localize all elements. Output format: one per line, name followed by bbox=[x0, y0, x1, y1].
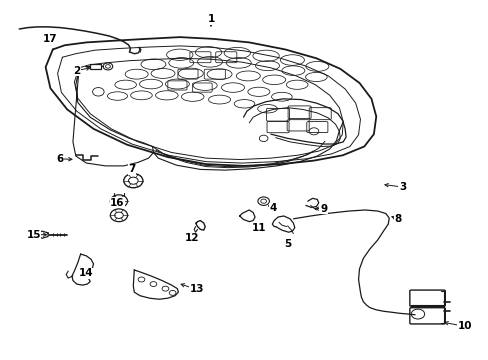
Text: 15: 15 bbox=[26, 230, 41, 240]
Text: 11: 11 bbox=[251, 222, 265, 233]
Text: 17: 17 bbox=[43, 34, 58, 44]
Text: 5: 5 bbox=[284, 239, 291, 248]
Text: 1: 1 bbox=[207, 14, 214, 24]
Text: 8: 8 bbox=[393, 214, 401, 224]
Text: 2: 2 bbox=[73, 66, 80, 76]
Text: 14: 14 bbox=[79, 269, 94, 279]
Text: 7: 7 bbox=[128, 165, 135, 174]
Text: 10: 10 bbox=[457, 321, 471, 332]
Text: 4: 4 bbox=[269, 203, 276, 213]
Text: 13: 13 bbox=[189, 284, 203, 294]
Bar bbox=[90, 64, 101, 69]
Text: 12: 12 bbox=[184, 233, 199, 243]
Text: 9: 9 bbox=[319, 204, 326, 214]
Text: 6: 6 bbox=[56, 154, 63, 164]
Text: 3: 3 bbox=[398, 182, 406, 192]
Text: 16: 16 bbox=[110, 198, 124, 208]
